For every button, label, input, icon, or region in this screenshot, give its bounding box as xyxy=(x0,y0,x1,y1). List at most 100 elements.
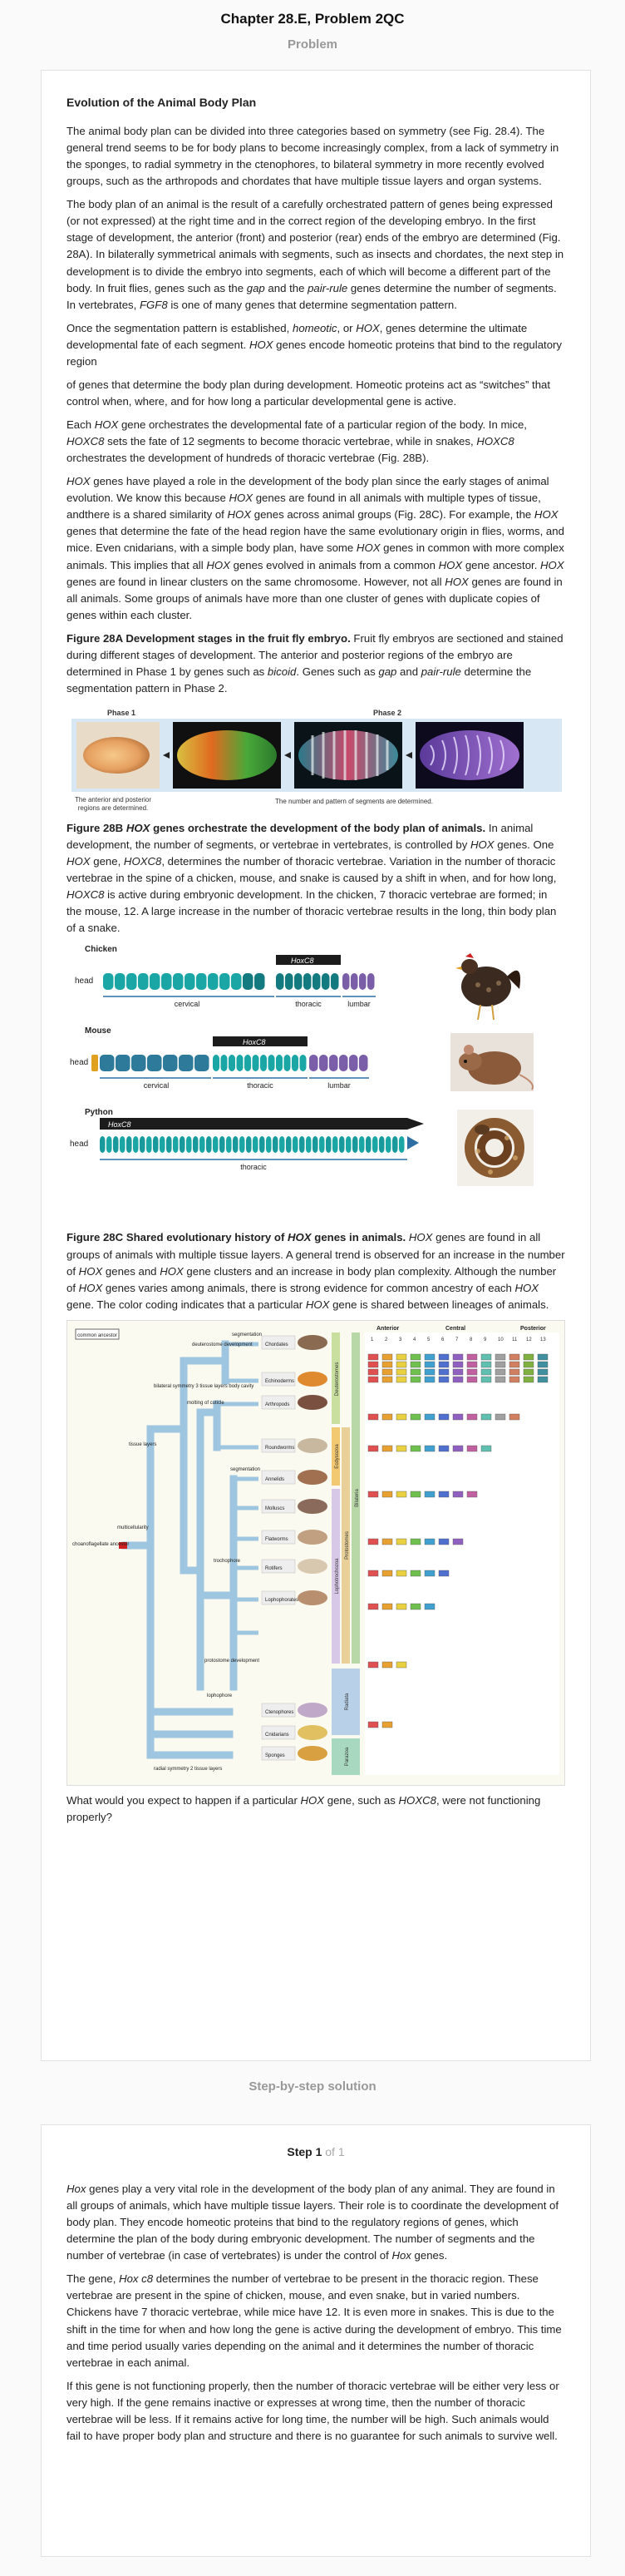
fig28c-taxon-label: Ctenophores xyxy=(265,1710,293,1715)
fig28c-node-radial: radial symmetry 2 tissue layers xyxy=(154,1767,222,1772)
mouse-thoracic-vertebra xyxy=(244,1055,251,1072)
fig28c-hox-rows: 1 2 3 4 5 6 7 8 9 10 11 12 13 xyxy=(367,1337,549,1728)
mouse-thoracic-vertebra xyxy=(252,1055,259,1072)
python-vertebra xyxy=(273,1136,278,1154)
mouse-thoracic-vertebra xyxy=(220,1055,228,1072)
chicken-illustration xyxy=(455,953,520,1021)
python-vertebra xyxy=(233,1136,239,1154)
chicken-hoxc8-label: HoxC8 xyxy=(291,957,314,965)
fig28c-hox-gene-box xyxy=(424,1603,436,1609)
fig28c-hox-number: 11 xyxy=(512,1337,518,1342)
python-vertebra xyxy=(160,1136,165,1154)
fig28c-hox-gene-box xyxy=(367,1570,379,1576)
fig28c-taxon-box xyxy=(261,1559,296,1573)
python-vertebra xyxy=(312,1136,318,1154)
chicken-vertebra xyxy=(254,973,265,991)
step-label: Step 1 of 1 xyxy=(66,2143,565,2161)
fig28c-taxa: Chordates Echinoderms Arthropods Roundworms… xyxy=(261,1334,327,1761)
mouse-lumbar-vertebra xyxy=(329,1055,338,1072)
fig28c-group-bar-radiata xyxy=(332,1668,360,1735)
chicken-vertebra xyxy=(115,973,125,991)
fig28c-hox-gene-box xyxy=(424,1353,436,1360)
chicken-vertebra xyxy=(219,973,230,991)
figure-28a-svg: Phase 1 Phase 2 xyxy=(71,707,562,815)
fig28c-hox-gene-box xyxy=(495,1368,506,1375)
chicken-vertebra xyxy=(243,973,253,991)
fig28c-hox-gene-box xyxy=(537,1376,549,1382)
chicken-head-label: head xyxy=(75,977,93,986)
fig28c-taxon-label: Cnidarians xyxy=(265,1733,289,1738)
fig28c-taxon-box xyxy=(261,1395,296,1409)
fig28c-taxon-label: Chordates xyxy=(265,1342,288,1347)
mouse-cervical-vertebra xyxy=(163,1055,178,1072)
chicken-thoracic-vertebra xyxy=(276,973,284,991)
chicken-vertebra xyxy=(138,973,149,991)
fig28c-hox-gene-box xyxy=(410,1445,421,1451)
fig28c-taxon-picture xyxy=(298,1745,327,1761)
fig28c-hox-gene-box xyxy=(452,1445,464,1451)
fig28c-node-protostome: protostome development xyxy=(204,1659,259,1664)
fig28c-taxon-picture xyxy=(298,1558,327,1574)
chicken-vertebra xyxy=(103,973,114,991)
chicken-lumbar-vertebra xyxy=(367,973,375,991)
mouse-thoracic-vertebra xyxy=(299,1055,307,1072)
fig28c-taxon-box xyxy=(261,1470,296,1484)
python-vertebra xyxy=(372,1136,378,1154)
fig28c-hox-gene-box xyxy=(452,1538,464,1545)
fig28c-taxon-label: Lophophorates xyxy=(265,1598,298,1603)
fig28c-hox-number: 6 xyxy=(441,1337,445,1342)
fig28c-hox-gene-box xyxy=(495,1361,506,1367)
python-vertebra xyxy=(180,1136,185,1154)
fig28c-hox-gene-box xyxy=(367,1721,379,1728)
python-vertebra xyxy=(126,1136,132,1154)
fig28c-tree xyxy=(121,1340,238,1759)
fig28c-hox-gene-box xyxy=(396,1603,407,1609)
fig28c-taxon-box xyxy=(261,1499,296,1513)
python-vertebra xyxy=(106,1136,112,1154)
fig28a-note-1a: The anterior and posterior xyxy=(75,796,151,803)
fig28c-hox-gene-box xyxy=(381,1361,393,1367)
mouse-cervical-vertebra xyxy=(116,1055,130,1072)
fig28c-legend: common ancestor xyxy=(77,1333,117,1338)
fig28c-group-bar-deuterostomes xyxy=(332,1332,340,1424)
python-head-label: head xyxy=(70,1140,88,1149)
python-vertebra xyxy=(279,1136,285,1154)
mouse-thoracic-vertebra xyxy=(213,1055,219,1072)
fig28c-hox-gene-box xyxy=(438,1353,450,1360)
python-vertebra xyxy=(133,1136,139,1154)
fig28c-hox-gene-box xyxy=(452,1353,464,1360)
fig28c-hox-gene-box xyxy=(509,1413,520,1420)
python-vertebra xyxy=(293,1136,298,1154)
mouse-thoracic-vertebra xyxy=(229,1055,235,1072)
mouse-skull xyxy=(91,1055,98,1072)
fig28c-ancestor-marker xyxy=(119,1541,127,1549)
fig28c-hox-gene-box xyxy=(410,1353,421,1360)
problem-section-label: Problem xyxy=(287,37,337,52)
fig28c-taxon-label: Annelids xyxy=(265,1477,284,1482)
fig28c-hox-gene-box xyxy=(452,1491,464,1497)
fig28c-group-bar-parazoa xyxy=(332,1738,360,1775)
python-vertebra xyxy=(166,1136,172,1154)
fig28c-hox-gene-box xyxy=(452,1376,464,1382)
fig28c-hox-gene-box xyxy=(410,1603,421,1609)
mouse-thoracic-label: thoracic xyxy=(247,1081,273,1090)
chicken-vertebrae xyxy=(103,973,375,991)
python-vertebra xyxy=(253,1136,258,1154)
fig28c-hox-gene-box xyxy=(396,1353,407,1360)
python-vertebra xyxy=(219,1136,225,1154)
fig28c-caption: Figure 28C Shared evolutionary history o… xyxy=(66,1229,565,1313)
python-vertebra xyxy=(299,1136,305,1154)
fig28c-hox-gene-box xyxy=(367,1353,379,1360)
fig28c-group-parazoa: Parazoa xyxy=(345,1747,350,1766)
mouse-cervical-vertebra xyxy=(131,1055,146,1072)
chicken-vertebra xyxy=(173,973,184,991)
fig28c-hox-gene-box xyxy=(452,1361,464,1367)
chicken-hoxc8-bar xyxy=(276,955,341,966)
python-vertebra xyxy=(113,1136,119,1154)
fig28c-taxon-label: Molluscs xyxy=(265,1506,284,1511)
mouse-hoxc8-label: HoxC8 xyxy=(243,1038,266,1046)
mouse-thoracic-vertebra xyxy=(260,1055,267,1072)
mouse-lumbar-vertebra xyxy=(309,1055,318,1072)
fig28c-hox-gene-box xyxy=(410,1570,421,1576)
fig28c-hox-gene-box xyxy=(396,1661,407,1668)
